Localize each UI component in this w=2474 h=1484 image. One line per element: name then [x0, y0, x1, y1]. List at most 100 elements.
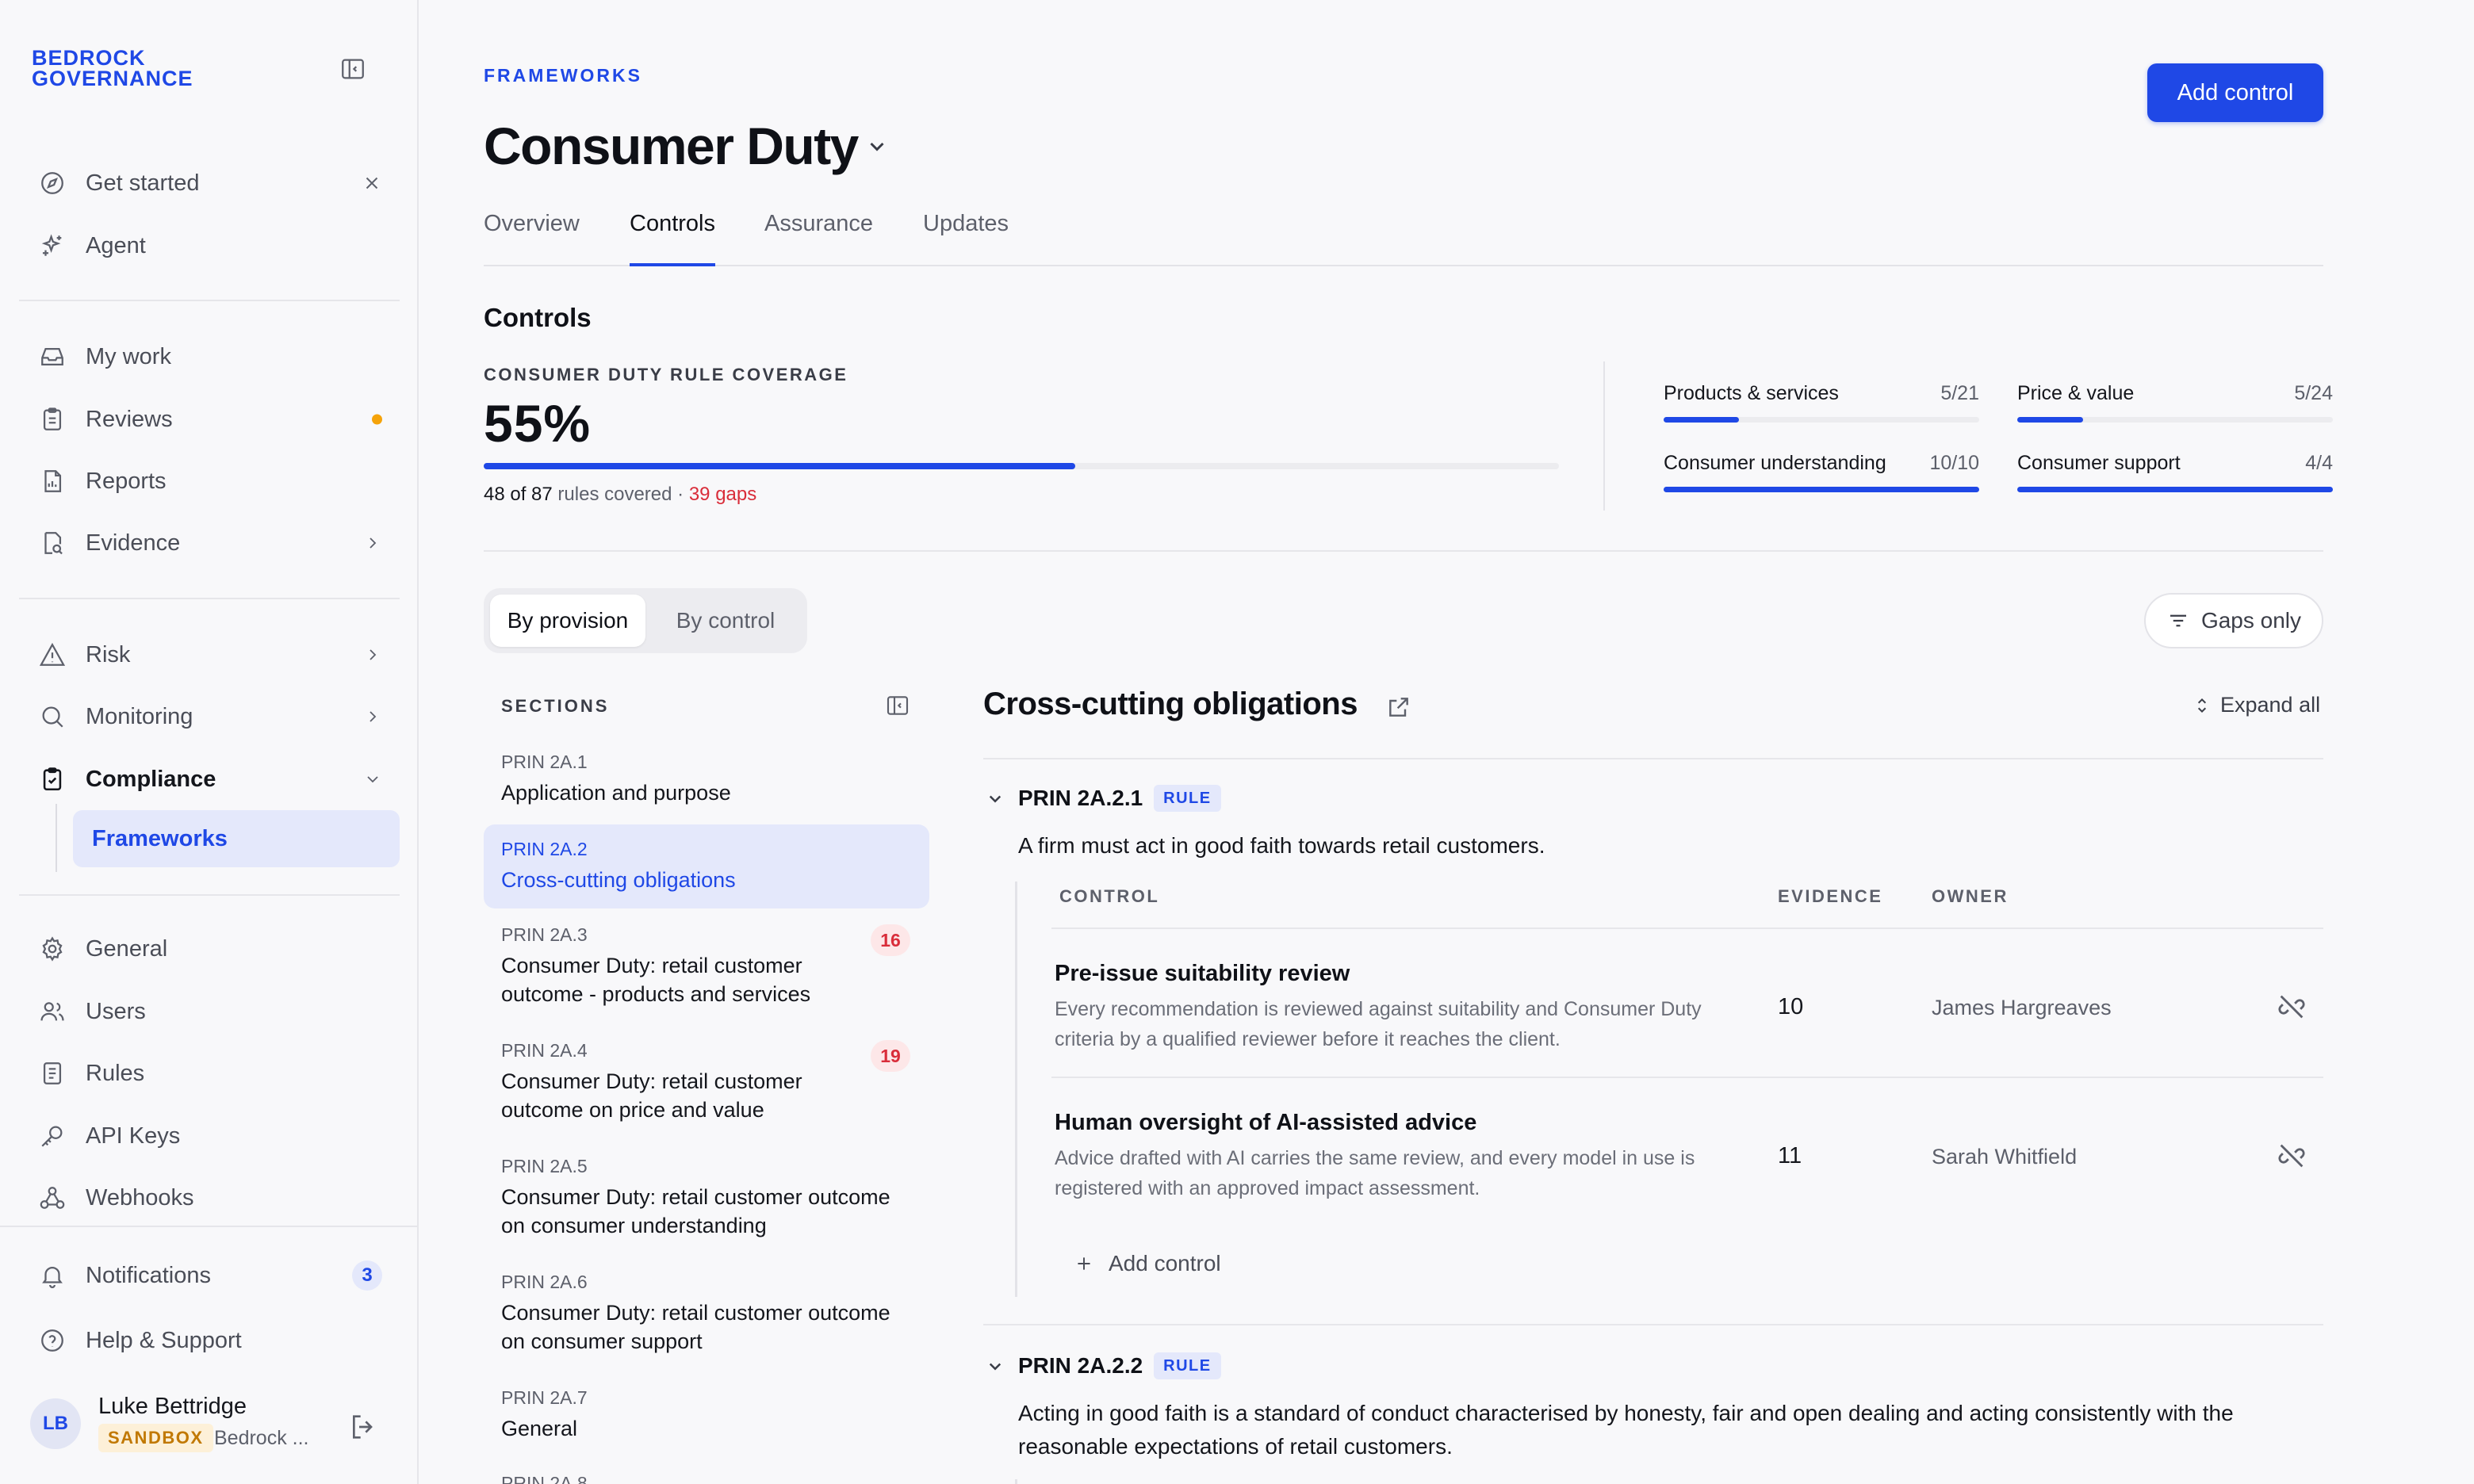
expand-all-label: Expand all — [2220, 693, 2321, 717]
document-lines-icon — [36, 1058, 68, 1089]
section-title: Consumer Duty: retail customer outcome o… — [501, 1301, 890, 1353]
view-by-control-button[interactable]: By control — [676, 608, 776, 633]
add-control-button[interactable]: Add control — [2147, 63, 2323, 122]
sidebar-item-monitoring[interactable]: Monitoring — [19, 689, 400, 744]
add-control-label: Add control — [1109, 1251, 1221, 1276]
section-item-prin-2a-7[interactable]: PRIN 2A.7 General — [484, 1376, 929, 1452]
sidebar-item-notifications[interactable]: Notifications 3 — [19, 1248, 400, 1303]
table-divider — [1051, 928, 2323, 929]
section-item-prin-2a-8[interactable]: PRIN 2A.8 — [484, 1462, 929, 1484]
control-evidence-count[interactable]: 10 — [1778, 994, 1804, 1019]
sidebar-item-risk[interactable]: Risk — [19, 627, 400, 683]
column-header-owner: OWNER — [1932, 886, 2009, 906]
section-item-prin-2a-3[interactable]: PRIN 2A.3 Consumer Duty: retail customer… — [484, 913, 929, 1018]
gaps-count[interactable]: 39 gaps — [688, 484, 757, 505]
section-item-prin-2a-5[interactable]: PRIN 2A.5 Consumer Duty: retail customer… — [484, 1145, 929, 1249]
sidebar-item-evidence[interactable]: Evidence — [19, 515, 400, 571]
sidebar-item-label: Webhooks — [86, 1184, 194, 1211]
section-code: PRIN 2A.3 — [501, 924, 588, 945]
detail-divider — [983, 1324, 2323, 1325]
sidebar-item-webhooks[interactable]: Webhooks — [19, 1170, 400, 1226]
provision-title: Cross-cutting obligations — [983, 687, 1358, 721]
sidebar-item-label: General — [86, 935, 168, 962]
section-item-prin-2a-6[interactable]: PRIN 2A.6 Consumer Duty: retail customer… — [484, 1260, 929, 1365]
rule-header-prin-2a-2-2[interactable]: PRIN 2A.2.2 RULE — [983, 1352, 1221, 1379]
section-title: Consumer Duty: retail customer outcome o… — [501, 1069, 802, 1122]
sidebar-item-my-work[interactable]: My work — [19, 329, 400, 384]
bell-icon — [36, 1260, 68, 1291]
category-consumer-understanding: Consumer understanding 10/10 — [1664, 452, 1979, 515]
unlink-control-icon[interactable] — [2276, 991, 2307, 1023]
inbox-icon — [36, 341, 68, 373]
control-evidence-count[interactable]: 11 — [1778, 1143, 1802, 1168]
section-item-prin-2a-2[interactable]: PRIN 2A.2 Cross-cutting obligations — [484, 824, 929, 908]
section-code: PRIN 2A.2 — [501, 839, 588, 859]
tab-assurance[interactable]: Assurance — [764, 211, 874, 236]
chevron-down-icon[interactable] — [983, 786, 1007, 810]
magnifier-icon — [36, 701, 68, 732]
control-name[interactable]: Human oversight of AI-assisted advice — [1055, 1110, 1477, 1135]
dismiss-get-started-icon[interactable] — [362, 173, 382, 193]
chevron-right-icon — [363, 534, 382, 553]
filter-icon — [2166, 609, 2190, 633]
sidebar-item-reviews[interactable]: Reviews — [19, 392, 400, 447]
coverage-progress-fill — [484, 463, 1075, 469]
sidebar-collapse-icon[interactable] — [339, 55, 366, 82]
rules-covered-suffix: rules covered · — [552, 484, 689, 505]
rule-text: A firm must act in good faith towards re… — [1018, 833, 1545, 858]
brand-logo[interactable]: BEDROCK GOVERNANCE — [32, 48, 193, 90]
section-code: PRIN 2A.6 — [501, 1272, 588, 1292]
controls-heading: Controls — [484, 303, 592, 332]
sidebar-item-label: Get started — [86, 170, 200, 196]
rules-covered-count: 48 of 87 — [484, 484, 553, 505]
sections-label: SECTIONS — [501, 696, 610, 716]
external-link-icon[interactable] — [1386, 694, 1411, 720]
sidebar-divider — [19, 300, 400, 301]
view-by-provision-button[interactable]: By provision — [490, 595, 645, 647]
sidebar-item-label: Rules — [86, 1060, 145, 1086]
category-consumer-support: Consumer support 4/4 — [2017, 452, 2333, 515]
breadcrumb[interactable]: FRAMEWORKS — [484, 65, 642, 86]
tab-controls[interactable]: Controls — [630, 211, 715, 266]
sidebar-item-compliance[interactable]: Compliance — [19, 752, 400, 807]
sidebar-item-label: Help & Support — [86, 1327, 242, 1353]
section-item-prin-2a-1[interactable]: PRIN 2A.1 Application and purpose — [484, 740, 929, 817]
unread-indicator — [372, 414, 382, 425]
chevron-down-icon[interactable] — [983, 1354, 1007, 1378]
key-icon — [36, 1120, 68, 1152]
sidebar-item-label: Risk — [86, 641, 131, 667]
category-progress-bar — [2017, 487, 2333, 492]
sidebar-item-get-started[interactable]: Get started — [19, 155, 400, 211]
tab-overview[interactable]: Overview — [484, 211, 580, 236]
chevron-right-icon — [363, 707, 382, 726]
subnav-rail — [56, 804, 57, 872]
section-item-prin-2a-4[interactable]: PRIN 2A.4 Consumer Duty: retail customer… — [484, 1029, 929, 1134]
tab-bar: Overview Controls Assurance Updates — [484, 211, 2323, 266]
sidebar-item-general[interactable]: General — [19, 921, 400, 977]
sidebar-item-api-keys[interactable]: API Keys — [19, 1108, 400, 1164]
sidebar-item-agent[interactable]: Agent — [19, 218, 400, 273]
sidebar-item-help[interactable]: Help & Support — [19, 1313, 400, 1368]
sidebar-item-reports[interactable]: Reports — [19, 453, 400, 509]
rule-code: PRIN 2A.2.1 — [1018, 786, 1143, 810]
sidebar-item-rules[interactable]: Rules — [19, 1046, 400, 1101]
category-progress-bar — [1664, 417, 1979, 423]
environment-badge: SANDBOX — [98, 1424, 213, 1452]
tab-updates[interactable]: Updates — [923, 211, 1009, 236]
sparkles-icon — [36, 230, 68, 262]
add-control-link[interactable]: Add control — [1074, 1251, 1221, 1276]
category-count: 5/21 — [1940, 382, 1979, 404]
section-code: PRIN 2A.5 — [501, 1156, 588, 1176]
sidebar-item-users[interactable]: Users — [19, 984, 400, 1039]
framework-switcher-chevron-icon[interactable] — [863, 132, 891, 160]
sections-collapse-icon[interactable] — [885, 693, 910, 718]
logout-icon[interactable] — [347, 1411, 379, 1443]
control-name[interactable]: Pre-issue suitability review — [1055, 961, 1350, 986]
unlink-control-icon[interactable] — [2276, 1140, 2307, 1172]
sidebar-item-frameworks[interactable]: Frameworks — [73, 810, 400, 867]
user-profile[interactable]: LB Luke Bettridge SANDBOX Bedrock ... — [30, 1394, 395, 1460]
gaps-only-filter-button[interactable]: Gaps only — [2144, 593, 2323, 648]
expand-all-button[interactable]: Expand all — [2192, 693, 2320, 717]
section-code: PRIN 2A.1 — [501, 752, 588, 772]
rule-header-prin-2a-2-1[interactable]: PRIN 2A.2.1 RULE — [983, 785, 1221, 812]
